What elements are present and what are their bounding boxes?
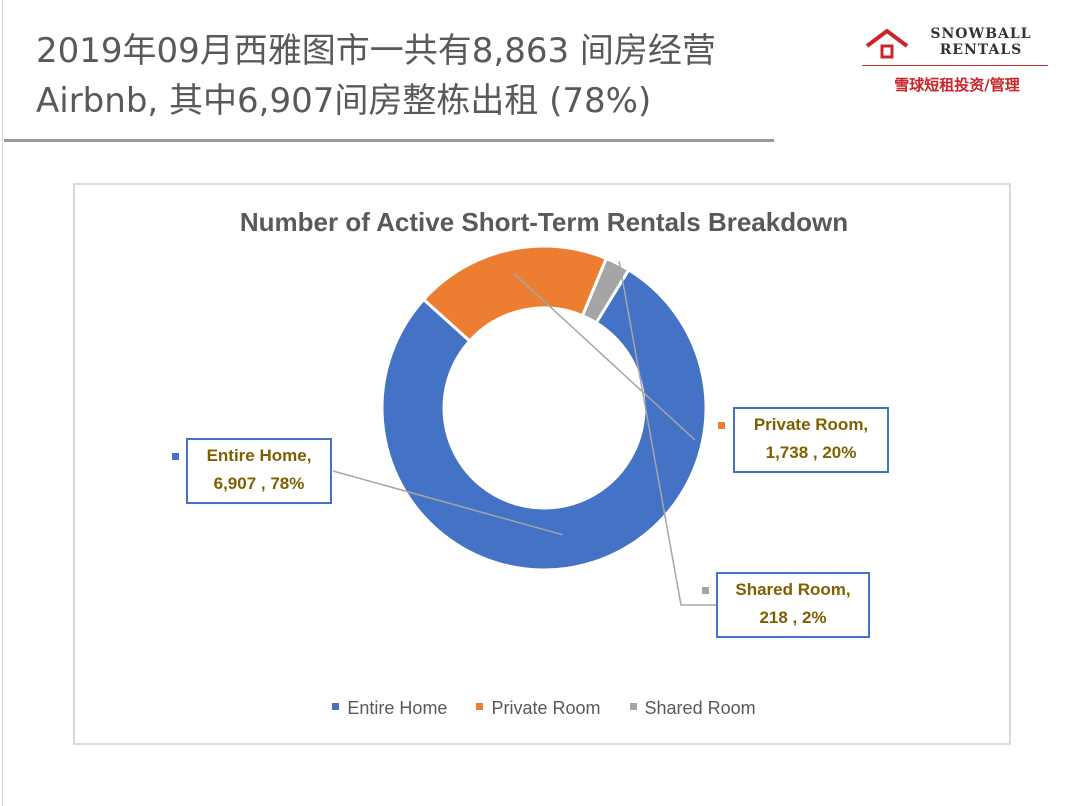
leader-line-entire-home <box>332 470 563 536</box>
leader-line-private-room <box>513 272 696 441</box>
page-title: 2019年09月西雅图市一共有8,863 间房经营 Airbnb, 其中6,90… <box>36 26 836 126</box>
page-title-line2: Airbnb, 其中6,907间房整栋出租 (78%) <box>36 81 652 121</box>
slide-edge <box>2 0 3 806</box>
legend-swatch <box>476 703 484 710</box>
title-divider <box>4 139 774 142</box>
data-label-shared-room: Shared Room, 218 , 2% <box>716 572 870 638</box>
brand-logo: SNOWBALL RENTALS 雪球短租投资/管理 <box>858 22 1054 102</box>
legend-item-entire-home: Entire Home <box>332 698 447 719</box>
logo-wordmark-line1: SNOWBALL <box>930 26 1032 42</box>
chart-area: Number of Active Short-Term Rentals Brea… <box>73 183 1011 745</box>
legend-swatch <box>332 703 340 710</box>
data-label-value: 218 , 2% <box>759 608 827 627</box>
page-title-line1: 2019年09月西雅图市一共有8,863 间房经营 <box>36 31 716 71</box>
donut-slice-entire-home <box>380 267 708 572</box>
legend-swatch <box>629 703 637 710</box>
chart-legend: Entire Home Private Room Shared Room <box>75 698 1013 719</box>
data-label-entire-home: Entire Home, 6,907 , 78% <box>186 438 332 504</box>
data-label-private-room: Private Room, 1,738 , 20% <box>733 407 889 473</box>
data-label-marker <box>172 453 179 460</box>
legend-label: Shared Room <box>644 698 756 718</box>
legend-label: Private Room <box>491 698 601 718</box>
donut-slice-shared-room <box>580 256 631 325</box>
leader-line-shared-room <box>618 260 717 606</box>
chart-title: Number of Active Short-Term Rentals Brea… <box>239 207 849 237</box>
logo-wordmark-line2: RENTALS <box>939 42 1023 58</box>
data-label-value: 6,907 , 78% <box>213 474 305 493</box>
donut-chart <box>332 244 717 606</box>
data-label-name: Shared Room, <box>735 580 851 599</box>
data-label-name: Private Room, <box>753 415 869 434</box>
data-label-marker <box>718 422 725 429</box>
legend-item-private-room: Private Room <box>476 698 601 719</box>
legend-label: Entire Home <box>347 698 448 718</box>
house-icon <box>865 29 909 59</box>
logo-divider <box>862 65 1048 66</box>
data-label-name: Entire Home, <box>206 446 312 465</box>
logo-subtitle: 雪球短租投资/管理 <box>894 76 1020 94</box>
legend-item-shared-room: Shared Room <box>629 698 756 719</box>
data-label-value: 1,738 , 20% <box>765 443 857 462</box>
data-label-marker <box>702 587 709 594</box>
